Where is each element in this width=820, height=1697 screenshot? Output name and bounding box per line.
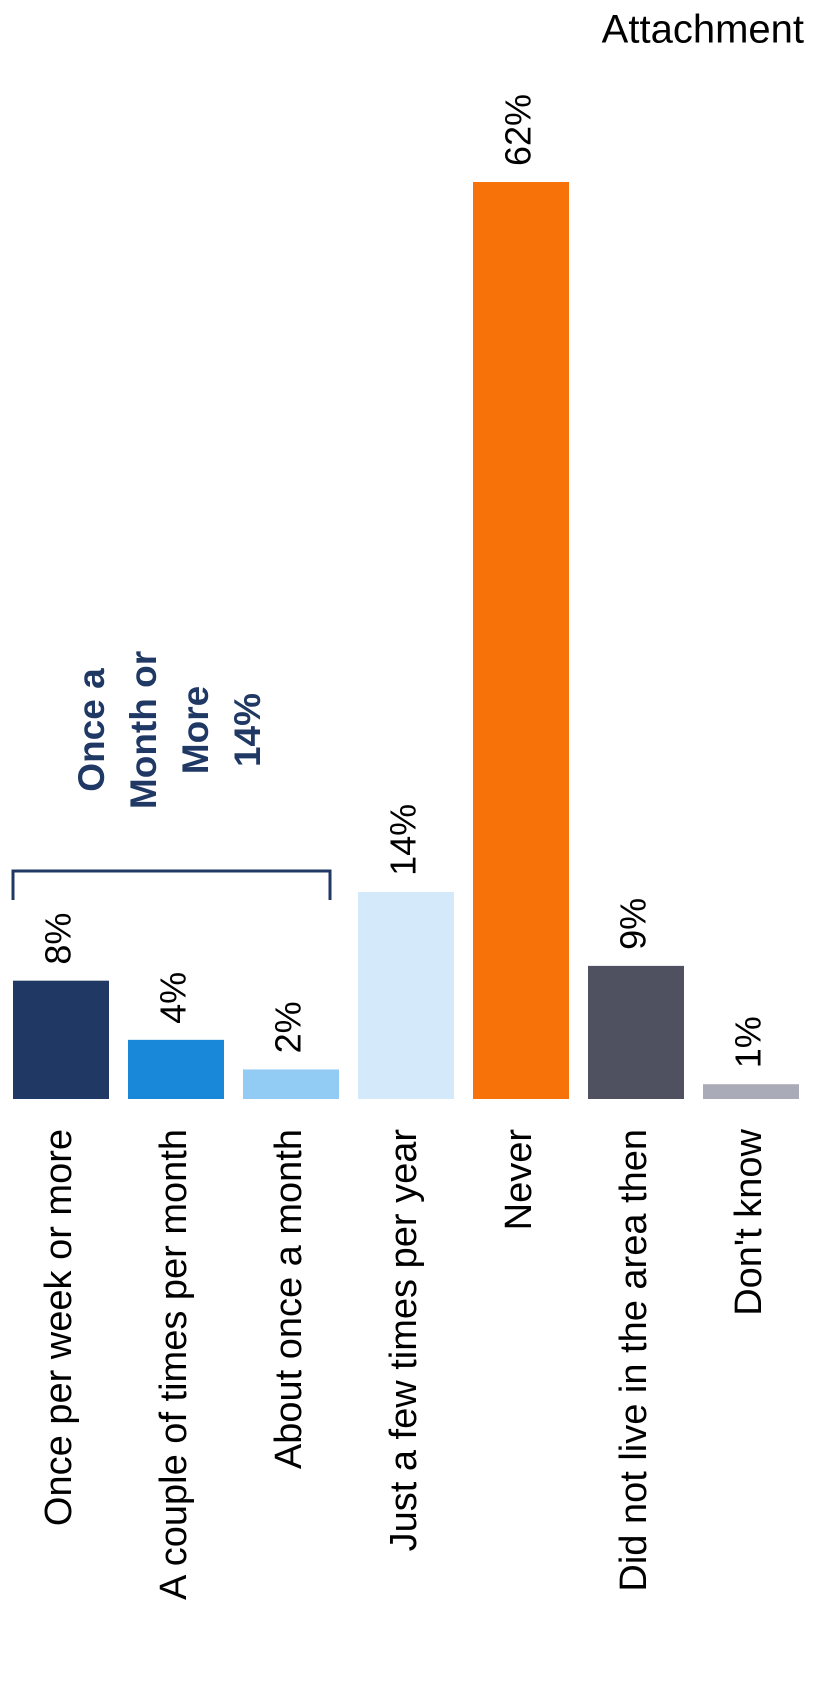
category-label: A couple of times per month [153, 1129, 195, 1600]
bar [588, 965, 684, 1099]
category-label: About once a month [268, 1129, 310, 1469]
value-label: 1% [728, 1016, 769, 1068]
category-label: Don't know [728, 1128, 770, 1315]
chart-title: Attachment [602, 8, 804, 52]
value-label: 62% [498, 94, 539, 166]
annotation: Once a [71, 668, 112, 792]
value-label: 8% [38, 913, 79, 965]
category-label: Did not live in the area then [613, 1129, 655, 1592]
value-label: 14% [383, 804, 424, 876]
annotation: 14% [227, 693, 268, 767]
annotation: More [175, 686, 216, 774]
value-label: 9% [613, 898, 654, 950]
bar [243, 1069, 339, 1099]
category-label: Just a few times per year [383, 1129, 425, 1552]
value-label: 2% [268, 1001, 309, 1053]
annotation: Month or [123, 651, 164, 809]
bar [128, 1039, 224, 1099]
category-label: Once per week or more [38, 1129, 80, 1526]
bracket [11, 869, 332, 900]
category-label: Never [498, 1129, 540, 1231]
bar [473, 182, 569, 1099]
bar [13, 980, 109, 1099]
value-label: 4% [153, 972, 194, 1024]
bar [703, 1084, 799, 1099]
bar [358, 891, 454, 1099]
